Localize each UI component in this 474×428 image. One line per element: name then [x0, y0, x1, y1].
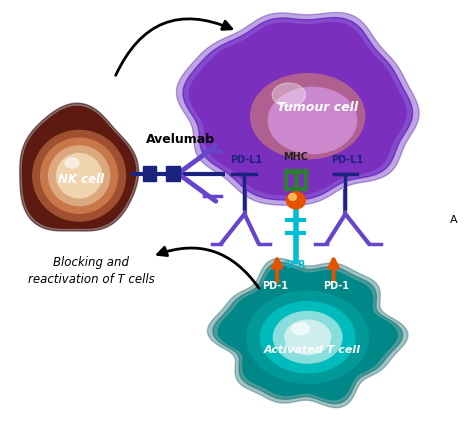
Ellipse shape	[65, 158, 79, 168]
Text: PD-L1: PD-L1	[230, 155, 263, 165]
Ellipse shape	[273, 312, 342, 363]
Ellipse shape	[247, 291, 369, 383]
FancyBboxPatch shape	[166, 166, 180, 181]
Ellipse shape	[261, 302, 355, 373]
Ellipse shape	[251, 74, 365, 159]
Text: A: A	[450, 214, 457, 225]
Ellipse shape	[268, 87, 356, 154]
Ellipse shape	[41, 138, 118, 213]
Text: Blocking and
reactivation of T cells: Blocking and reactivation of T cells	[27, 256, 155, 286]
Text: PD-1: PD-1	[323, 281, 349, 291]
Polygon shape	[22, 107, 136, 228]
Ellipse shape	[33, 131, 126, 221]
Text: NK cell: NK cell	[58, 173, 105, 187]
Polygon shape	[20, 103, 138, 231]
Polygon shape	[176, 12, 419, 205]
Polygon shape	[218, 267, 397, 400]
Text: Avelumab: Avelumab	[146, 133, 215, 146]
Circle shape	[286, 192, 305, 209]
Polygon shape	[183, 18, 412, 200]
Polygon shape	[190, 23, 406, 195]
Text: Activated T cell: Activated T cell	[264, 345, 361, 355]
Ellipse shape	[56, 154, 102, 198]
FancyBboxPatch shape	[143, 166, 156, 181]
Polygon shape	[213, 262, 402, 404]
Ellipse shape	[272, 83, 305, 107]
Ellipse shape	[292, 323, 310, 335]
Ellipse shape	[49, 146, 109, 205]
Text: Tumour cell: Tumour cell	[276, 101, 358, 114]
Text: PD-1: PD-1	[262, 281, 288, 291]
Polygon shape	[208, 259, 408, 408]
Circle shape	[289, 193, 296, 200]
Text: PD-L1: PD-L1	[332, 155, 364, 165]
Text: TCR: TCR	[285, 260, 307, 270]
Ellipse shape	[285, 320, 330, 354]
Text: MHC: MHC	[283, 152, 309, 162]
